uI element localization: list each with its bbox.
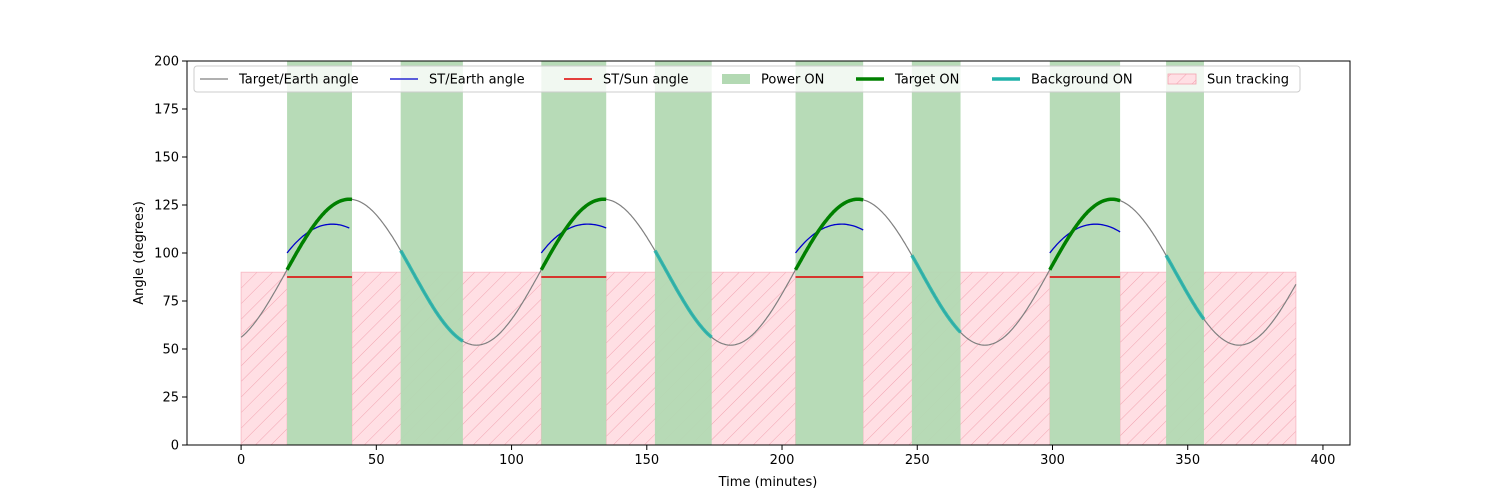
y-tick-label: 200: [154, 55, 179, 70]
y-tick-label: 50: [162, 343, 179, 358]
x-tick-label: 350: [1175, 453, 1200, 468]
y-tick-label: 100: [154, 247, 179, 262]
y-tick-label: 75: [162, 295, 179, 310]
background-on-segment: [910, 254, 962, 334]
power-on-span: [911, 61, 961, 445]
target-on-segment: [793, 197, 864, 271]
y-tick-label: 25: [162, 391, 179, 406]
y-tick-label: 125: [154, 199, 179, 214]
x-tick-label: 0: [237, 453, 245, 468]
legend-label: Sun tracking: [1207, 73, 1289, 88]
x-tick-label: 200: [770, 453, 795, 468]
background-on-segment: [399, 249, 464, 343]
legend-label: Target ON: [894, 73, 959, 88]
sun-tracking-bands: [240, 271, 1297, 445]
st-earth-arc: [286, 223, 350, 254]
st-earth-arc: [540, 223, 607, 254]
legend: Target/Earth angle ST/Earth angle ST/Sun a…: [193, 65, 1301, 93]
x-tick-label: 50: [368, 453, 385, 468]
legend-label: ST/Earth angle: [429, 73, 525, 88]
target-on-segment: [539, 197, 607, 271]
target-on-segment: [285, 197, 353, 271]
x-axis-ticks: 0 50 100 150 200 250 300 350 400: [237, 445, 1335, 468]
sun-tracking-band: [240, 271, 288, 445]
legend-swatch: [722, 74, 750, 84]
x-tick-label: 400: [1311, 453, 1336, 468]
power-on-span: [400, 61, 463, 445]
legend-swatch: [1167, 73, 1197, 85]
x-tick-label: 150: [634, 453, 659, 468]
x-tick-label: 250: [905, 453, 930, 468]
power-on-span: [654, 61, 712, 445]
data-lines: [240, 197, 1297, 346]
x-axis-label: Time (minutes): [718, 475, 818, 490]
legend-label: Background ON: [1031, 73, 1133, 88]
x-tick-label: 300: [1040, 453, 1065, 468]
legend-label: ST/Sun angle: [603, 73, 689, 88]
power-on-span: [1166, 61, 1204, 445]
background-on-segment: [1164, 254, 1206, 321]
legend-label: Target/Earth angle: [238, 73, 359, 88]
legend-label: Power ON: [761, 73, 824, 88]
target-on-segment: [1048, 197, 1121, 271]
y-tick-label: 150: [154, 151, 179, 166]
st-earth-arc: [1049, 223, 1121, 254]
y-axis-label: Angle (degrees): [132, 201, 147, 305]
background-on-segment: [653, 249, 713, 339]
power-on-span: [1049, 61, 1121, 445]
st-earth-arc: [794, 223, 864, 254]
sun-tracking-band: [1119, 271, 1297, 445]
y-axis-ticks: 0 25 50 75 100 125 150 175 200: [154, 55, 187, 454]
x-tick-label: 100: [499, 453, 524, 468]
y-tick-label: 175: [154, 103, 179, 118]
y-tick-label: 0: [171, 439, 179, 454]
